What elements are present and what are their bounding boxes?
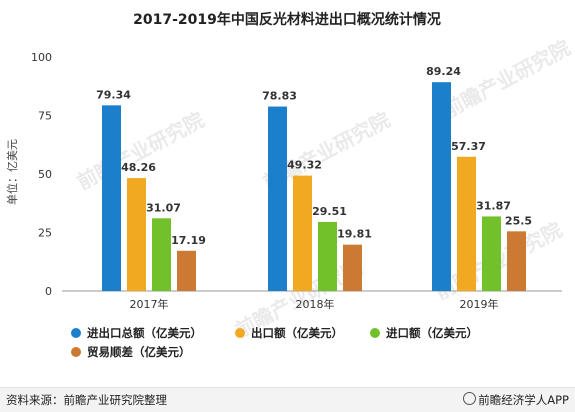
bar [482,216,501,291]
watermark-group: 前瞻产业研究院前瞻产业研究院前瞻产业研究院前瞻产业研究院前瞻产业研究院 [73,35,574,342]
data-label: 17.19 [171,234,206,247]
brand-logo-icon [463,392,477,405]
watermark-text: 前瞻产业研究院 [439,35,574,122]
x-tick-label: 2017年 [130,297,169,311]
data-label: 57.37 [451,140,486,153]
x-tick-label: 2018年 [296,297,335,311]
legend-marker [71,347,81,357]
data-label: 78.83 [262,90,297,103]
legend-label: 进出口总额（亿美元） [87,326,202,340]
x-tick-label: 2019年 [460,297,499,311]
y-tick-label: 50 [38,168,52,181]
data-label: 25.5 [505,214,532,227]
y-tick-label: 25 [38,227,52,240]
brand: 前瞻经济学人APP [463,392,569,408]
chart-title: 2017-2019年中国反光材料进出口概况统计情况 [133,11,441,28]
bar [102,105,121,292]
bar [293,175,312,291]
bar [432,82,451,291]
legend-marker [235,328,245,338]
legend-marker [370,328,380,338]
data-label: 89.24 [426,65,461,78]
y-axis-label: 单位：亿美元 [5,139,19,205]
x-axis-labels: 2017年 2018年 2019年 [130,297,499,311]
footer: 资料来源：前瞻产业研究院整理 前瞻经济学人APP [0,387,575,412]
data-label: 19.81 [337,228,372,241]
legend-label: 进口额（亿美元） [386,326,478,340]
bar [343,244,362,291]
data-label: 49.32 [287,159,322,172]
y-tick-label: 75 [38,110,52,123]
y-tick-label: 0 [45,285,52,298]
bar [152,218,171,291]
y-axis-ticks: 0 25 50 75 100 [31,51,52,298]
bar [457,156,476,291]
source-note: 资料来源：前瞻产业研究院整理 [6,393,167,407]
bar [318,221,337,291]
data-label: 29.51 [312,205,347,218]
data-label: 79.34 [96,88,131,101]
data-label: 31.87 [476,199,511,212]
bar [268,106,287,291]
legend-label: 贸易顺差（亿美元） [87,345,191,359]
legend: 进出口总额（亿美元） 出口额（亿美元） 进口额（亿美元） 贸易顺差（亿美元） [71,326,478,359]
brand-label: 前瞻经济学人APP [478,393,569,407]
bar [507,231,526,291]
y-tick-label: 100 [31,51,52,64]
data-label: 31.07 [146,201,181,214]
legend-label: 出口额（亿美元） [251,326,343,340]
bars-group: 79.34 78.83 89.24 48.26 49.32 57.37 31.07 29.51… [96,65,532,292]
data-label: 48.26 [121,161,156,174]
legend-marker [71,328,81,338]
bar [127,178,146,291]
bar [177,250,196,291]
